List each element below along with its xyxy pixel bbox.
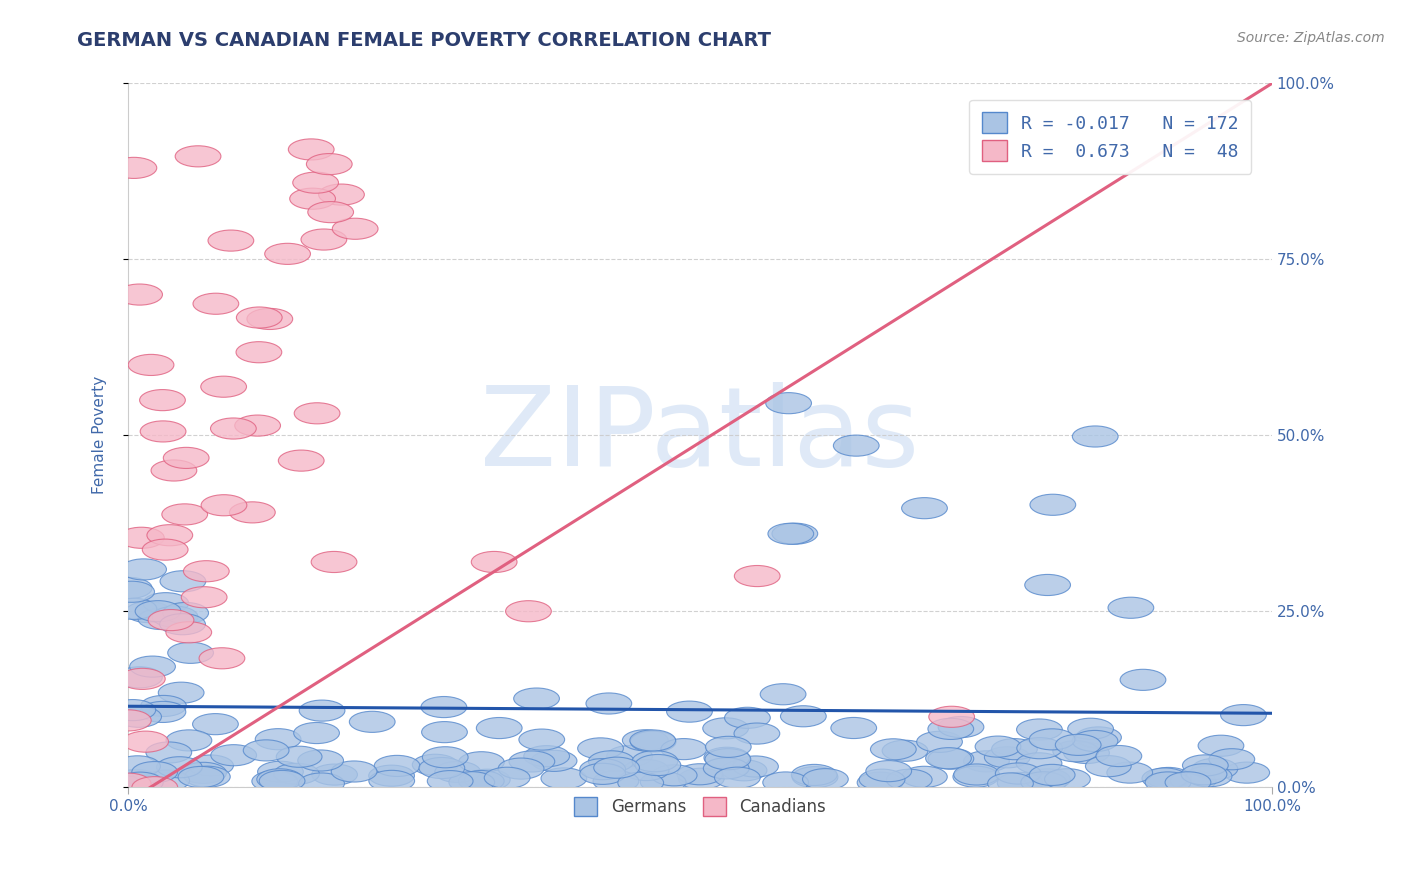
Text: Source: ZipAtlas.com: Source: ZipAtlas.com bbox=[1237, 31, 1385, 45]
Y-axis label: Female Poverty: Female Poverty bbox=[93, 376, 107, 494]
Text: ZIPatlas: ZIPatlas bbox=[481, 382, 920, 489]
Text: GERMAN VS CANADIAN FEMALE POVERTY CORRELATION CHART: GERMAN VS CANADIAN FEMALE POVERTY CORREL… bbox=[77, 31, 772, 50]
Legend: Germans, Canadians: Germans, Canadians bbox=[565, 789, 834, 824]
